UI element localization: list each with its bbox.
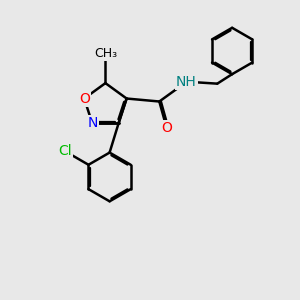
Text: NH: NH — [176, 75, 196, 89]
Text: N: N — [87, 116, 98, 130]
Text: O: O — [79, 92, 90, 106]
Text: O: O — [161, 121, 172, 135]
Text: CH₃: CH₃ — [94, 47, 117, 60]
Text: Cl: Cl — [58, 144, 72, 158]
